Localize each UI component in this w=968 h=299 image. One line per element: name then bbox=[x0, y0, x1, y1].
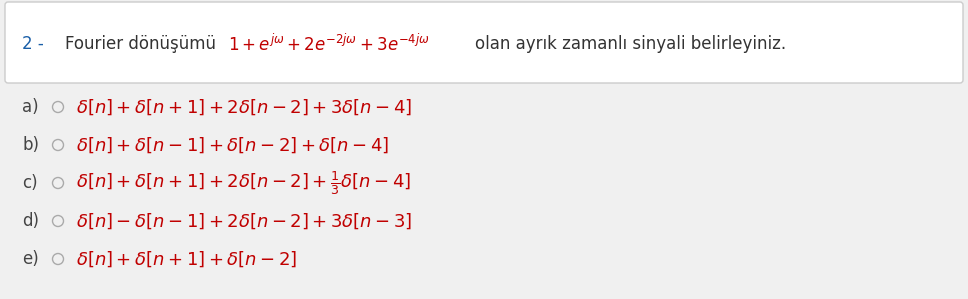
Text: b): b) bbox=[22, 136, 39, 154]
FancyBboxPatch shape bbox=[5, 2, 963, 83]
Text: $\delta[n] - \delta[n-1] + 2\delta[n-2] + 3\delta[n-3]$: $\delta[n] - \delta[n-1] + 2\delta[n-2] … bbox=[76, 211, 412, 231]
Text: e): e) bbox=[22, 250, 39, 268]
Text: olan ayrık zamanlı sinyali belirleyiniz.: olan ayrık zamanlı sinyali belirleyiniz. bbox=[475, 35, 786, 53]
Text: c): c) bbox=[22, 174, 38, 192]
Text: 2 -: 2 - bbox=[22, 35, 44, 53]
Text: $\delta[n] + \delta[n+1] + \delta[n-2]$: $\delta[n] + \delta[n+1] + \delta[n-2]$ bbox=[76, 249, 297, 269]
Text: Fourier dönüşümü: Fourier dönüşümü bbox=[65, 35, 216, 53]
Text: $\delta[n] + \delta[n-1] + \delta[n-2] + \delta[n-4]$: $\delta[n] + \delta[n-1] + \delta[n-2] +… bbox=[76, 135, 389, 155]
Text: $\delta[n] + \delta[n+1] + 2\delta[n-2] + \frac{1}{3}\delta[n-4]$: $\delta[n] + \delta[n+1] + 2\delta[n-2] … bbox=[76, 169, 411, 197]
Text: a): a) bbox=[22, 98, 39, 116]
Text: $\delta[n] + \delta[n+1] + 2\delta[n-2] + 3\delta[n-4]$: $\delta[n] + \delta[n+1] + 2\delta[n-2] … bbox=[76, 97, 412, 117]
Text: $1 + e^{j\omega} + 2e^{-2j\omega} + 3e^{-4j\omega}$: $1 + e^{j\omega} + 2e^{-2j\omega} + 3e^{… bbox=[228, 33, 430, 55]
Text: d): d) bbox=[22, 212, 39, 230]
